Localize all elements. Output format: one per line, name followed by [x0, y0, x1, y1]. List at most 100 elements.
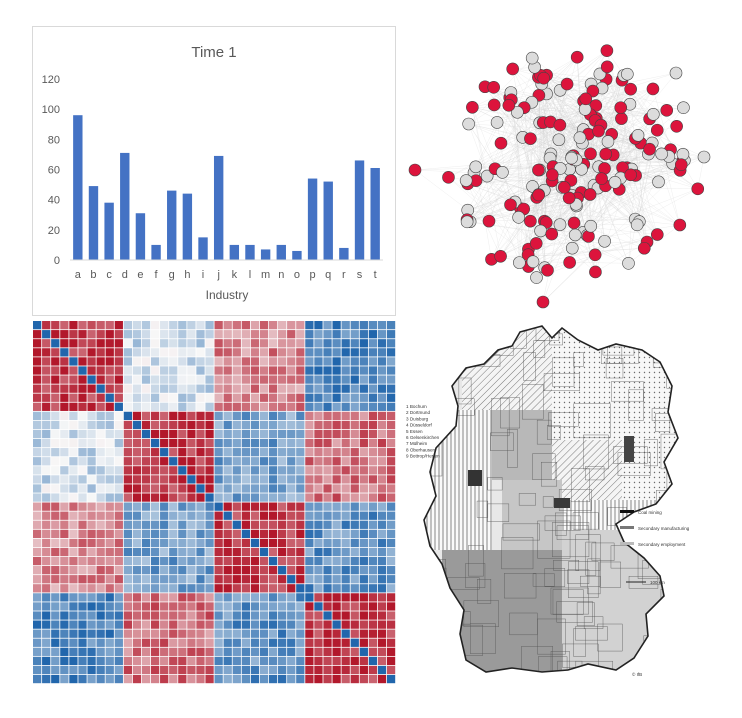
heatmap-cell: [169, 511, 178, 520]
heatmap-cell: [160, 566, 169, 575]
heatmap-cell: [169, 429, 178, 439]
network-node-gray: [677, 101, 690, 114]
network-edge: [484, 86, 523, 138]
heatmap-cell: [332, 438, 341, 448]
heatmap-cell: [296, 638, 305, 647]
heatmap-cell: [169, 547, 178, 557]
heatmap-cell: [178, 656, 187, 666]
heatmap-cell: [96, 584, 105, 593]
heatmap-cell: [368, 321, 378, 330]
heatmap-cell: [223, 457, 232, 466]
network-node-red: [494, 249, 507, 263]
heatmap-cell: [60, 420, 69, 430]
heatmap-cell: [60, 366, 69, 375]
heatmap-cell: [141, 566, 151, 575]
heatmap-cell: [33, 556, 42, 566]
district-boundary: [655, 413, 671, 432]
heatmap-cell: [268, 448, 278, 457]
heatmap-cell: [232, 547, 241, 557]
y-tick-label: 0: [54, 255, 60, 267]
heatmap-cell: [359, 656, 368, 666]
heatmap-cell: [160, 493, 169, 502]
heatmap-cell: [223, 475, 232, 484]
heatmap-cell: [386, 520, 396, 529]
heatmap-cell: [241, 575, 250, 584]
heatmap-cell: [323, 602, 332, 611]
heatmap-cell: [268, 402, 278, 411]
heatmap-cell: [368, 584, 378, 593]
heatmap-cell: [278, 348, 287, 357]
heatmap-cell: [87, 520, 96, 529]
heatmap-cell: [359, 438, 368, 448]
key-swatch-secondary: [620, 526, 634, 529]
heatmap-cell: [60, 647, 69, 656]
heatmap-cell: [350, 602, 359, 611]
district-boundary: [532, 573, 555, 587]
heatmap-cell: [150, 593, 160, 602]
heatmap-cell: [123, 475, 133, 484]
heatmap-cell: [196, 584, 205, 593]
heatmap-cell: [169, 393, 178, 402]
heatmap-cell: [33, 366, 42, 375]
heatmap-cell: [87, 448, 96, 457]
heatmap-cell: [33, 529, 42, 538]
heatmap-cell: [314, 366, 323, 375]
x-tick-label: f: [155, 269, 159, 281]
x-tick-label: r: [342, 269, 346, 281]
network-edge: [522, 137, 638, 225]
heatmap-cell: [214, 484, 223, 493]
heatmap-cell: [259, 593, 269, 602]
network-node-red: [579, 92, 593, 106]
heatmap-cell: [259, 384, 269, 393]
heatmap-cell: [359, 475, 368, 484]
heatmap-cell: [196, 493, 205, 502]
network-node-red: [592, 124, 605, 138]
heatmap-cell: [60, 402, 69, 411]
heatmap-cell: [214, 448, 223, 457]
heatmap-cell: [341, 348, 350, 357]
bar: [260, 249, 271, 260]
heatmap-cell: [150, 348, 160, 357]
network-node-red: [536, 295, 550, 309]
heatmap-cell: [169, 339, 178, 348]
heatmap-cell: [187, 457, 196, 466]
heatmap-cell: [105, 429, 114, 439]
heatmap-cell: [305, 321, 314, 330]
heatmap-cell: [78, 493, 87, 502]
network-node-red: [674, 158, 688, 171]
heatmap-cell: [33, 547, 42, 557]
heatmap-cell: [386, 321, 396, 330]
heatmap-cell: [141, 375, 151, 384]
heatmap-cell: [386, 466, 396, 475]
heatmap-cell: [178, 429, 187, 439]
heatmap-cell: [187, 429, 196, 439]
network-node-gray: [512, 211, 525, 224]
heatmap-cell: [296, 393, 305, 402]
heatmap-cell: [187, 348, 196, 357]
heatmap-cell: [60, 339, 69, 348]
heatmap-cell: [132, 457, 142, 466]
heatmap-cell: [87, 330, 96, 339]
heatmap-cell: [214, 357, 223, 366]
heatmap-cell: [305, 511, 314, 520]
heatmap-cell: [386, 629, 396, 638]
district-boundary: [573, 628, 586, 657]
heatmap-cell: [114, 520, 123, 529]
heatmap-cell: [114, 611, 123, 620]
network-edge: [473, 138, 531, 173]
heatmap-cell: [368, 529, 378, 538]
heatmap-cell: [359, 665, 368, 675]
heatmap-cell: [241, 457, 250, 466]
heatmap-cell: [305, 475, 314, 484]
heatmap-cell: [305, 330, 314, 339]
heatmap-cell: [350, 665, 359, 675]
heatmap-cell: [386, 511, 396, 520]
heatmap-cell: [96, 321, 105, 330]
heatmap-cell: [42, 638, 51, 647]
heatmap-cell: [305, 357, 314, 366]
heatmap-cell: [259, 475, 269, 484]
heatmap-cell: [386, 384, 396, 393]
heatmap-cell: [278, 375, 287, 384]
x-tick-label: k: [232, 269, 238, 281]
network-node-red: [487, 80, 500, 94]
